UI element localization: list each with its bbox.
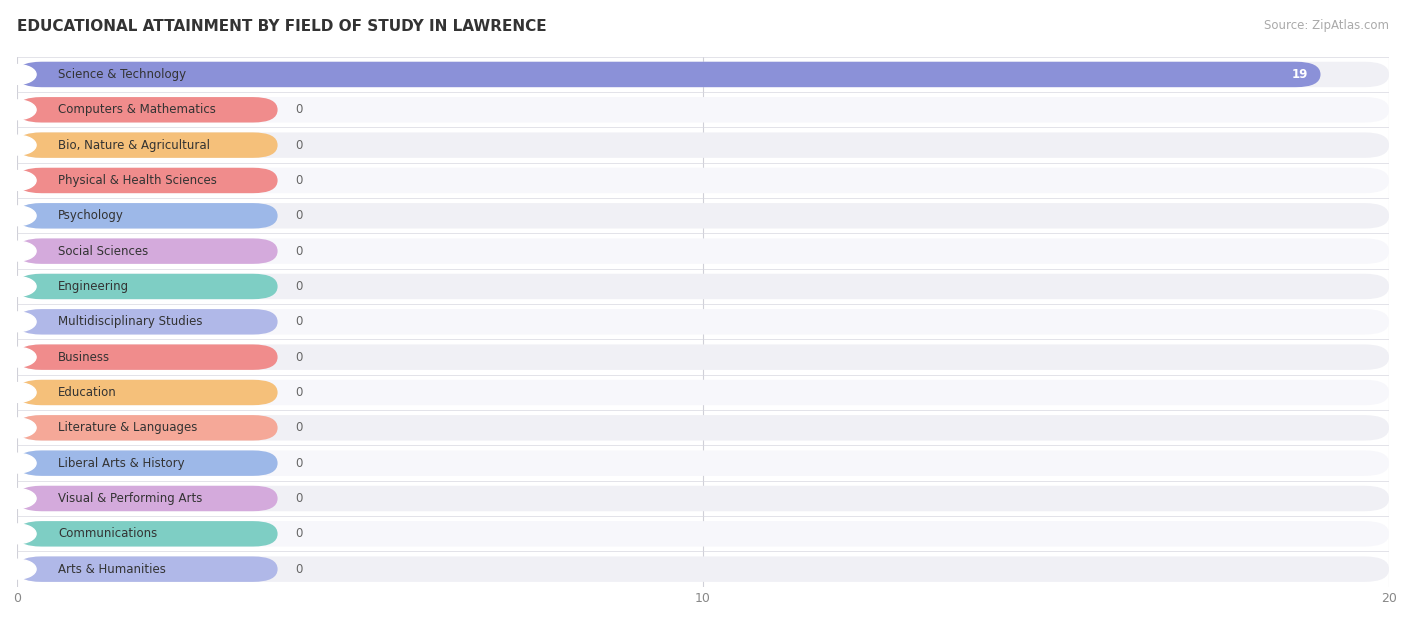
- Text: Communications: Communications: [58, 528, 157, 540]
- Circle shape: [0, 276, 37, 297]
- FancyBboxPatch shape: [17, 97, 277, 122]
- Text: Business: Business: [58, 351, 110, 363]
- Text: Bio, Nature & Agricultural: Bio, Nature & Agricultural: [58, 139, 209, 151]
- Circle shape: [0, 382, 37, 403]
- FancyBboxPatch shape: [17, 521, 1389, 546]
- FancyBboxPatch shape: [17, 133, 277, 158]
- FancyBboxPatch shape: [17, 168, 277, 193]
- FancyBboxPatch shape: [17, 274, 1389, 299]
- Text: 0: 0: [295, 563, 302, 575]
- Text: 0: 0: [295, 245, 302, 257]
- Text: 0: 0: [295, 422, 302, 434]
- Text: 0: 0: [295, 492, 302, 505]
- FancyBboxPatch shape: [17, 97, 1389, 122]
- FancyBboxPatch shape: [17, 309, 277, 334]
- Text: Science & Technology: Science & Technology: [58, 68, 186, 81]
- Circle shape: [0, 100, 37, 120]
- Circle shape: [0, 559, 37, 579]
- FancyBboxPatch shape: [17, 415, 277, 440]
- Text: Source: ZipAtlas.com: Source: ZipAtlas.com: [1264, 19, 1389, 32]
- Circle shape: [0, 64, 37, 85]
- FancyBboxPatch shape: [17, 380, 1389, 405]
- Text: 0: 0: [295, 316, 302, 328]
- Text: Liberal Arts & History: Liberal Arts & History: [58, 457, 184, 469]
- FancyBboxPatch shape: [17, 309, 1389, 334]
- Circle shape: [0, 418, 37, 438]
- Text: EDUCATIONAL ATTAINMENT BY FIELD OF STUDY IN LAWRENCE: EDUCATIONAL ATTAINMENT BY FIELD OF STUDY…: [17, 19, 547, 34]
- Text: Visual & Performing Arts: Visual & Performing Arts: [58, 492, 202, 505]
- Text: 0: 0: [295, 457, 302, 469]
- Text: Literature & Languages: Literature & Languages: [58, 422, 197, 434]
- FancyBboxPatch shape: [17, 274, 277, 299]
- Text: 0: 0: [295, 351, 302, 363]
- Circle shape: [0, 453, 37, 473]
- Circle shape: [0, 488, 37, 509]
- FancyBboxPatch shape: [17, 168, 1389, 193]
- FancyBboxPatch shape: [17, 486, 277, 511]
- Circle shape: [0, 135, 37, 155]
- Text: 0: 0: [295, 528, 302, 540]
- Circle shape: [0, 170, 37, 191]
- FancyBboxPatch shape: [17, 557, 1389, 582]
- FancyBboxPatch shape: [17, 486, 1389, 511]
- Text: 19: 19: [1292, 68, 1308, 81]
- Text: Physical & Health Sciences: Physical & Health Sciences: [58, 174, 217, 187]
- Text: 0: 0: [295, 386, 302, 399]
- Circle shape: [0, 206, 37, 226]
- Circle shape: [0, 347, 37, 367]
- Text: 0: 0: [295, 174, 302, 187]
- Text: 0: 0: [295, 280, 302, 293]
- Text: Arts & Humanities: Arts & Humanities: [58, 563, 166, 575]
- FancyBboxPatch shape: [17, 62, 1389, 87]
- FancyBboxPatch shape: [17, 133, 1389, 158]
- FancyBboxPatch shape: [17, 521, 277, 546]
- Text: 0: 0: [295, 209, 302, 222]
- Text: 0: 0: [295, 103, 302, 116]
- Text: Multidisciplinary Studies: Multidisciplinary Studies: [58, 316, 202, 328]
- Text: 0: 0: [295, 139, 302, 151]
- Circle shape: [0, 241, 37, 261]
- Circle shape: [0, 524, 37, 544]
- FancyBboxPatch shape: [17, 557, 277, 582]
- FancyBboxPatch shape: [17, 451, 1389, 476]
- FancyBboxPatch shape: [17, 203, 1389, 228]
- Text: Computers & Mathematics: Computers & Mathematics: [58, 103, 217, 116]
- Circle shape: [0, 312, 37, 332]
- Text: Psychology: Psychology: [58, 209, 124, 222]
- FancyBboxPatch shape: [17, 62, 1320, 87]
- FancyBboxPatch shape: [17, 203, 277, 228]
- FancyBboxPatch shape: [17, 345, 1389, 370]
- Text: Social Sciences: Social Sciences: [58, 245, 148, 257]
- FancyBboxPatch shape: [17, 239, 1389, 264]
- FancyBboxPatch shape: [17, 451, 277, 476]
- FancyBboxPatch shape: [17, 239, 277, 264]
- FancyBboxPatch shape: [17, 380, 277, 405]
- Text: Education: Education: [58, 386, 117, 399]
- FancyBboxPatch shape: [17, 415, 1389, 440]
- FancyBboxPatch shape: [17, 345, 277, 370]
- Text: Engineering: Engineering: [58, 280, 129, 293]
